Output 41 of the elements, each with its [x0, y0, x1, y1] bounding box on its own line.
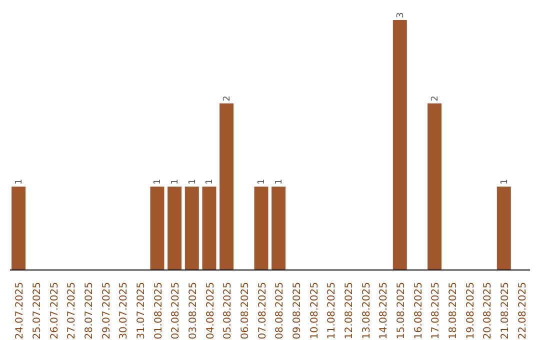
x-tick-label: 12.08.2025 — [344, 282, 355, 340]
x-tick-label: 07.08.2025 — [257, 282, 268, 340]
x-tick-label: 17.08.2025 — [430, 282, 442, 340]
x-tick-label: 02.08.2025 — [170, 282, 182, 340]
x-tick-label: 24.07.2025 — [14, 282, 26, 340]
x-tick-label: 14.08.2025 — [378, 282, 390, 340]
x-tick-label: 08.08.2025 — [274, 282, 286, 340]
data-label: 2 — [430, 96, 441, 102]
x-tick-label: 13.08.2025 — [361, 282, 372, 340]
x-tick-label: 30.07.2025 — [118, 282, 130, 340]
x-tick-label: 15.08.2025 — [396, 282, 407, 340]
x-tick-label: 09.08.2025 — [292, 282, 303, 340]
data-label: 1 — [274, 178, 285, 185]
x-tick-label: 01.08.2025 — [153, 282, 164, 340]
x-tick-label: 27.07.2025 — [66, 282, 78, 340]
data-label: 2 — [222, 96, 233, 102]
x-tick-label: 05.08.2025 — [222, 282, 234, 340]
x-tick-label: 25.07.2025 — [32, 282, 43, 340]
x-tick-label: 20.08.2025 — [482, 282, 494, 340]
data-label: 1 — [14, 178, 25, 185]
x-tick-label: 06.08.2025 — [240, 282, 251, 340]
x-tick-label: 28.07.2025 — [84, 282, 95, 340]
x-tick-label: 21.08.2025 — [500, 282, 511, 340]
data-label: 1 — [205, 178, 216, 185]
x-tick-label: 11.08.2025 — [326, 282, 338, 340]
data-label: 1 — [153, 178, 164, 185]
x-tick-label: 29.07.2025 — [101, 282, 112, 340]
x-tick-label: 10.08.2025 — [309, 282, 320, 340]
x-tick-label: 04.08.2025 — [205, 282, 216, 340]
x-tick-label: 26.07.2025 — [49, 282, 60, 340]
data-label: 1 — [500, 178, 510, 185]
data-label: 3 — [396, 12, 406, 18]
data-label: 1 — [257, 178, 268, 185]
data-label: 1 — [188, 178, 198, 185]
x-tick-label: 03.08.2025 — [188, 282, 199, 340]
x-tick-label: 31.07.2025 — [136, 282, 147, 340]
x-tick-label: 19.08.2025 — [465, 282, 476, 340]
x-tick-label: 18.08.2025 — [448, 282, 459, 340]
x-tick-label: 16.08.2025 — [413, 282, 424, 340]
x-tick-label: 22.08.2025 — [517, 282, 528, 340]
data-label: 1 — [170, 178, 181, 185]
